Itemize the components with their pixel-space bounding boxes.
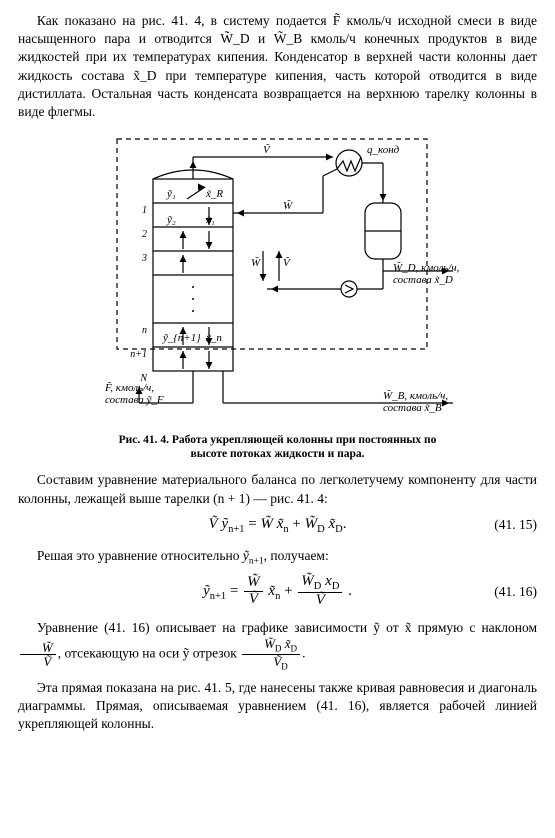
svg-text:ỹ₂: ỹ₂ [166, 214, 176, 226]
svg-text:состава x̃_B: состава x̃_B [383, 402, 442, 414]
page: Как показано на рис. 41. 4, в систему по… [0, 0, 555, 838]
svg-text:q_конд: q_конд [367, 144, 400, 156]
svg-text:W̃_D, кмоль/ч,: W̃_D, кмоль/ч, [393, 262, 460, 275]
svg-text:n+1: n+1 [130, 349, 147, 360]
svg-text:состава ỹ_F: состава ỹ_F [105, 394, 164, 406]
svg-text:W̃: W̃ [251, 257, 261, 270]
equation-41-15-body: Ṽ ỹn+1 = W̃ x̃n + W̃D x̃D. [209, 514, 347, 537]
paragraph-1: Как показано на рис. 41. 4, в систему по… [18, 12, 537, 121]
figcap-line-1: Рис. 41. 4. Работа укрепляющей колонны п… [119, 434, 437, 446]
eqnum-41-15: (41. 15) [494, 517, 537, 532]
svg-text:ỹ_{n+1}: ỹ_{n+1} [162, 332, 201, 344]
svg-text:2: 2 [142, 229, 147, 240]
figure-41-4: 123nn+1NṼq_кондW̃W̃Ṽỹ₁x̃_Rỹ₂x̃₁ỹ_{n+1}x̃… [18, 131, 537, 461]
svg-text:ỹ₁: ỹ₁ [166, 188, 176, 200]
paragraph-5: Эта прямая показана на рис. 41. 5, где н… [18, 679, 537, 734]
svg-text:W̃: W̃ [283, 200, 293, 213]
figcap-line-2: высоте потоках жидкости и пара. [191, 448, 365, 460]
paragraph-3: Решая это уравнение относительно ỹn+1, п… [18, 547, 537, 568]
svg-text:W̃_B, кмоль/ч,: W̃_B, кмоль/ч, [383, 390, 448, 403]
paragraph-4: Уравнение (41. 16) описывает на графике … [18, 619, 537, 673]
svg-text:x̃₁: x̃₁ [205, 214, 215, 226]
equation-41-16-body: ỹn+1 = W̃ Ṽ x̃n + W̃D xD Ṽ . [203, 574, 352, 609]
svg-text:x̃_R: x̃_R [205, 188, 223, 200]
svg-text:Ṽ: Ṽ [263, 144, 271, 156]
svg-text:3: 3 [141, 253, 147, 264]
svg-text:n: n [142, 325, 147, 336]
svg-text:1: 1 [142, 205, 147, 216]
equation-41-15: Ṽ ỹn+1 = W̃ x̃n + W̃D x̃D. (41. 15) [18, 514, 537, 537]
eqnum-41-16: (41. 16) [494, 584, 537, 599]
svg-text:Ṽ: Ṽ [283, 257, 291, 269]
distillation-column-diagram: 123nn+1NṼq_кондW̃W̃Ṽỹ₁x̃_Rỹ₂x̃₁ỹ_{n+1}x̃… [93, 131, 463, 421]
svg-text:F̃, кмоль/ч,: F̃, кмоль/ч, [104, 382, 154, 395]
equation-41-16: ỹn+1 = W̃ Ṽ x̃n + W̃D xD Ṽ . (41. 16) [18, 574, 537, 609]
paragraph-2: Составим уравнение материального баланса… [18, 471, 537, 507]
svg-text:состава x̃_D: состава x̃_D [393, 274, 453, 286]
figure-caption: Рис. 41. 4. Работа укрепляющей колонны п… [18, 433, 537, 462]
svg-text:x̃_n: x̃_n [205, 332, 222, 344]
